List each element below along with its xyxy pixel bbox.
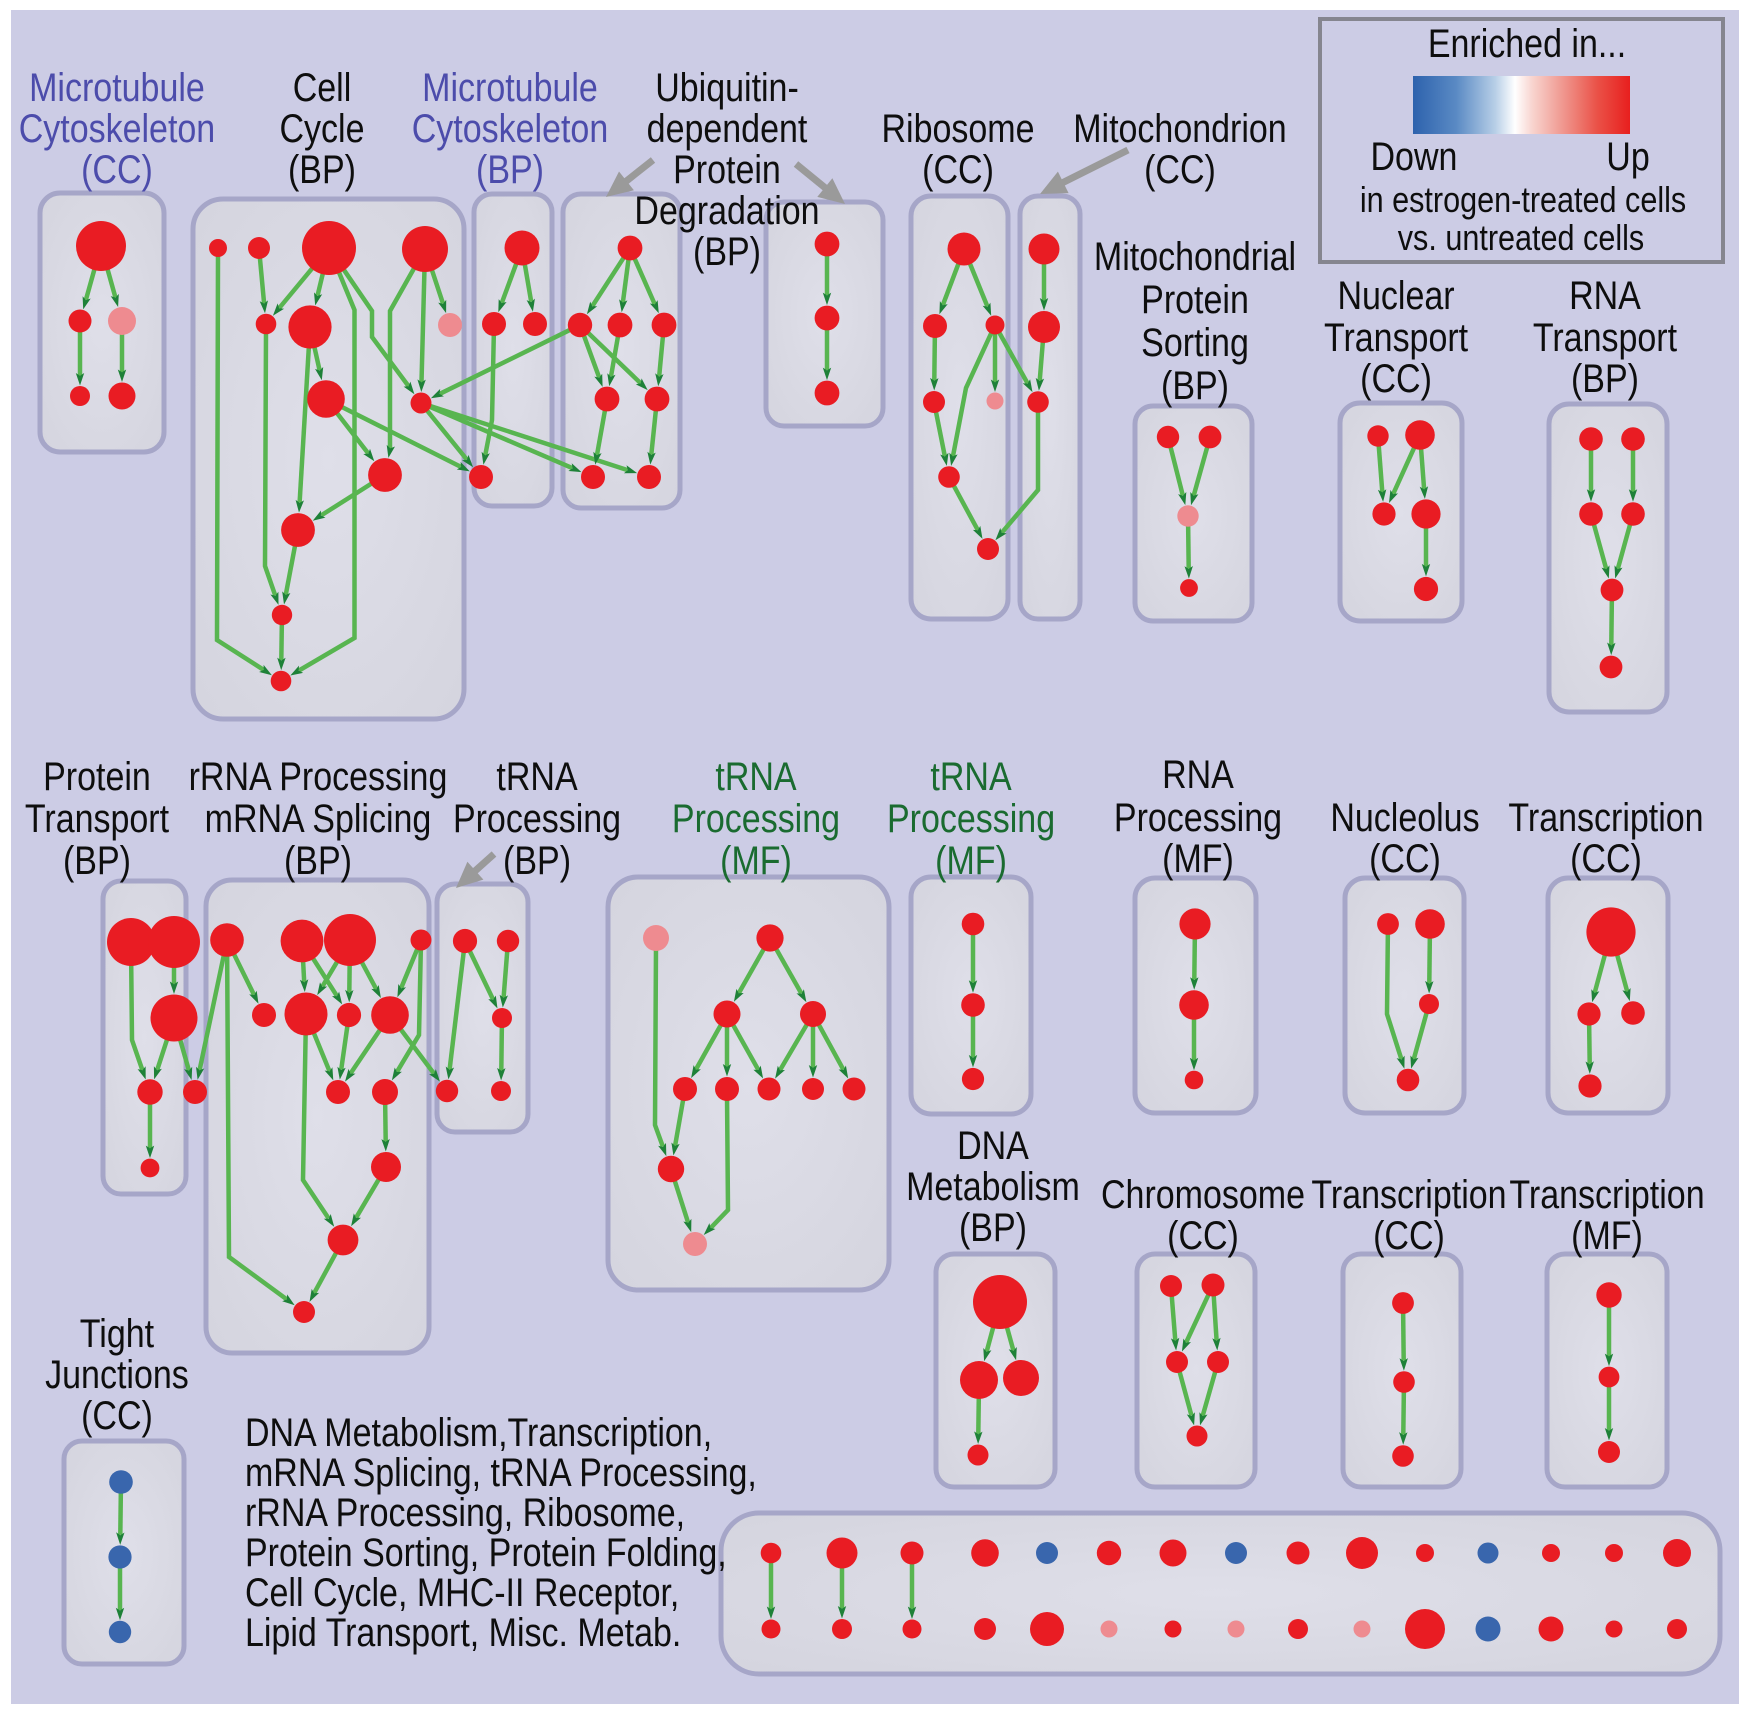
svg-text:Cell: Cell — [293, 64, 352, 109]
svg-text:(BP): (BP) — [284, 837, 352, 882]
svg-text:(MF): (MF) — [1571, 1212, 1643, 1257]
svg-text:Transcription: Transcription — [1509, 1171, 1704, 1216]
svg-text:Cell Cycle, MHC-II Receptor,: Cell Cycle, MHC-II Receptor, — [245, 1569, 679, 1614]
svg-text:(CC): (CC) — [81, 146, 153, 191]
svg-text:Processing: Processing — [887, 795, 1055, 840]
svg-text:Transport: Transport — [25, 795, 170, 840]
svg-text:rRNA Processing, Ribosome,: rRNA Processing, Ribosome, — [245, 1489, 685, 1534]
svg-text:(CC): (CC) — [1167, 1212, 1239, 1257]
svg-text:(BP): (BP) — [693, 228, 761, 273]
svg-text:(CC): (CC) — [1570, 835, 1642, 880]
svg-text:(CC): (CC) — [1144, 146, 1216, 191]
svg-text:Ubiquitin-: Ubiquitin- — [655, 64, 799, 109]
svg-text:Chromosome: Chromosome — [1101, 1171, 1305, 1216]
svg-text:(CC): (CC) — [81, 1392, 153, 1437]
svg-text:Tight: Tight — [80, 1310, 155, 1355]
svg-text:rRNA Processing: rRNA Processing — [189, 753, 448, 798]
svg-text:Protein Sorting, Protein Foldi: Protein Sorting, Protein Folding, — [245, 1529, 727, 1574]
svg-text:Mitochondrial: Mitochondrial — [1094, 233, 1296, 278]
svg-text:Protein: Protein — [1141, 276, 1249, 321]
svg-text:Lipid Transport, Misc. Metab.: Lipid Transport, Misc. Metab. — [245, 1609, 681, 1654]
svg-text:Mitochondrion: Mitochondrion — [1073, 105, 1286, 150]
svg-text:(CC): (CC) — [1373, 1212, 1445, 1257]
svg-text:Nucleolus: Nucleolus — [1330, 794, 1479, 839]
svg-text:(BP): (BP) — [1571, 355, 1639, 400]
svg-text:vs. untreated cells: vs. untreated cells — [1398, 219, 1644, 259]
svg-text:in estrogen-treated cells: in estrogen-treated cells — [1360, 181, 1686, 221]
svg-text:(MF): (MF) — [720, 837, 792, 882]
svg-text:Microtubule: Microtubule — [29, 64, 205, 109]
svg-text:Sorting: Sorting — [1141, 319, 1249, 364]
svg-text:Junctions: Junctions — [45, 1351, 189, 1396]
svg-text:(CC): (CC) — [1369, 835, 1441, 880]
svg-text:(BP): (BP) — [1161, 362, 1229, 407]
svg-text:RNA: RNA — [1162, 751, 1234, 796]
svg-text:(BP): (BP) — [63, 837, 131, 882]
svg-text:Down: Down — [1371, 133, 1458, 178]
svg-text:(BP): (BP) — [503, 837, 571, 882]
svg-text:Up: Up — [1606, 133, 1649, 178]
svg-text:Metabolism: Metabolism — [906, 1163, 1080, 1208]
svg-text:DNA Metabolism,Transcription,: DNA Metabolism,Transcription, — [245, 1409, 712, 1454]
svg-text:mRNA Splicing, tRNA Processing: mRNA Splicing, tRNA Processing, — [245, 1449, 757, 1494]
svg-text:Processing: Processing — [1114, 794, 1282, 839]
svg-text:tRNA: tRNA — [715, 753, 796, 798]
svg-text:(MF): (MF) — [935, 837, 1007, 882]
svg-text:(CC): (CC) — [922, 146, 994, 191]
svg-text:Microtubule: Microtubule — [422, 64, 598, 109]
svg-text:Protein: Protein — [43, 753, 151, 798]
svg-text:Processing: Processing — [672, 795, 840, 840]
svg-text:tRNA: tRNA — [930, 753, 1011, 798]
svg-text:Cytoskeleton: Cytoskeleton — [412, 105, 608, 150]
svg-text:DNA: DNA — [957, 1122, 1029, 1167]
svg-text:(BP): (BP) — [959, 1204, 1027, 1249]
svg-text:(MF): (MF) — [1162, 835, 1234, 880]
svg-text:(BP): (BP) — [476, 146, 544, 191]
svg-text:Transport: Transport — [1533, 314, 1678, 359]
svg-text:mRNA Splicing: mRNA Splicing — [205, 795, 432, 840]
svg-text:RNA: RNA — [1569, 272, 1641, 317]
svg-text:(CC): (CC) — [1360, 355, 1432, 400]
svg-text:Enriched in...: Enriched in... — [1428, 20, 1626, 65]
svg-text:Cycle: Cycle — [279, 105, 364, 150]
svg-text:(BP): (BP) — [288, 146, 356, 191]
svg-text:dependent: dependent — [647, 105, 808, 150]
svg-text:Transcription: Transcription — [1311, 1171, 1506, 1216]
svg-text:Processing: Processing — [453, 795, 621, 840]
svg-text:Nuclear: Nuclear — [1337, 272, 1454, 317]
svg-text:Ribosome: Ribosome — [882, 105, 1035, 150]
svg-text:Protein: Protein — [673, 146, 781, 191]
svg-text:Cytoskeleton: Cytoskeleton — [19, 105, 215, 150]
svg-text:tRNA: tRNA — [496, 753, 577, 798]
svg-text:Transcription: Transcription — [1508, 794, 1703, 839]
svg-text:Transport: Transport — [1324, 314, 1469, 359]
svg-text:Degradation: Degradation — [634, 187, 819, 232]
